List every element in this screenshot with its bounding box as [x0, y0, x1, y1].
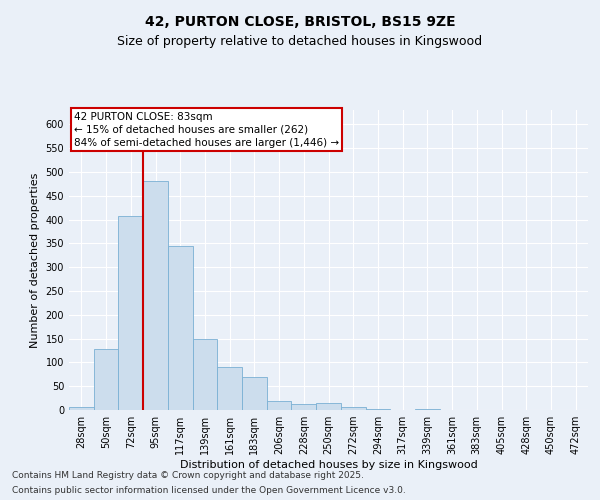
Y-axis label: Number of detached properties: Number of detached properties	[30, 172, 40, 348]
Bar	[341, 407, 365, 410]
Bar	[193, 338, 217, 410]
Text: 42, PURTON CLOSE, BRISTOL, BS15 9ZE: 42, PURTON CLOSE, BRISTOL, BS15 9ZE	[145, 15, 455, 29]
Text: Contains HM Land Registry data © Crown copyright and database right 2025.: Contains HM Land Registry data © Crown c…	[12, 471, 364, 480]
Bar	[143, 181, 168, 410]
Bar	[242, 376, 267, 410]
Bar	[168, 246, 193, 410]
Bar	[292, 404, 316, 410]
Bar	[316, 403, 341, 410]
Bar	[267, 402, 292, 410]
Bar	[415, 409, 440, 410]
Text: 42 PURTON CLOSE: 83sqm
← 15% of detached houses are smaller (262)
84% of semi-de: 42 PURTON CLOSE: 83sqm ← 15% of detached…	[74, 112, 340, 148]
Text: Size of property relative to detached houses in Kingswood: Size of property relative to detached ho…	[118, 35, 482, 48]
Bar	[365, 409, 390, 410]
Bar	[118, 216, 143, 410]
Bar	[94, 349, 118, 410]
Text: Contains public sector information licensed under the Open Government Licence v3: Contains public sector information licen…	[12, 486, 406, 495]
X-axis label: Distribution of detached houses by size in Kingswood: Distribution of detached houses by size …	[179, 460, 478, 470]
Bar	[217, 366, 242, 410]
Bar	[69, 406, 94, 410]
